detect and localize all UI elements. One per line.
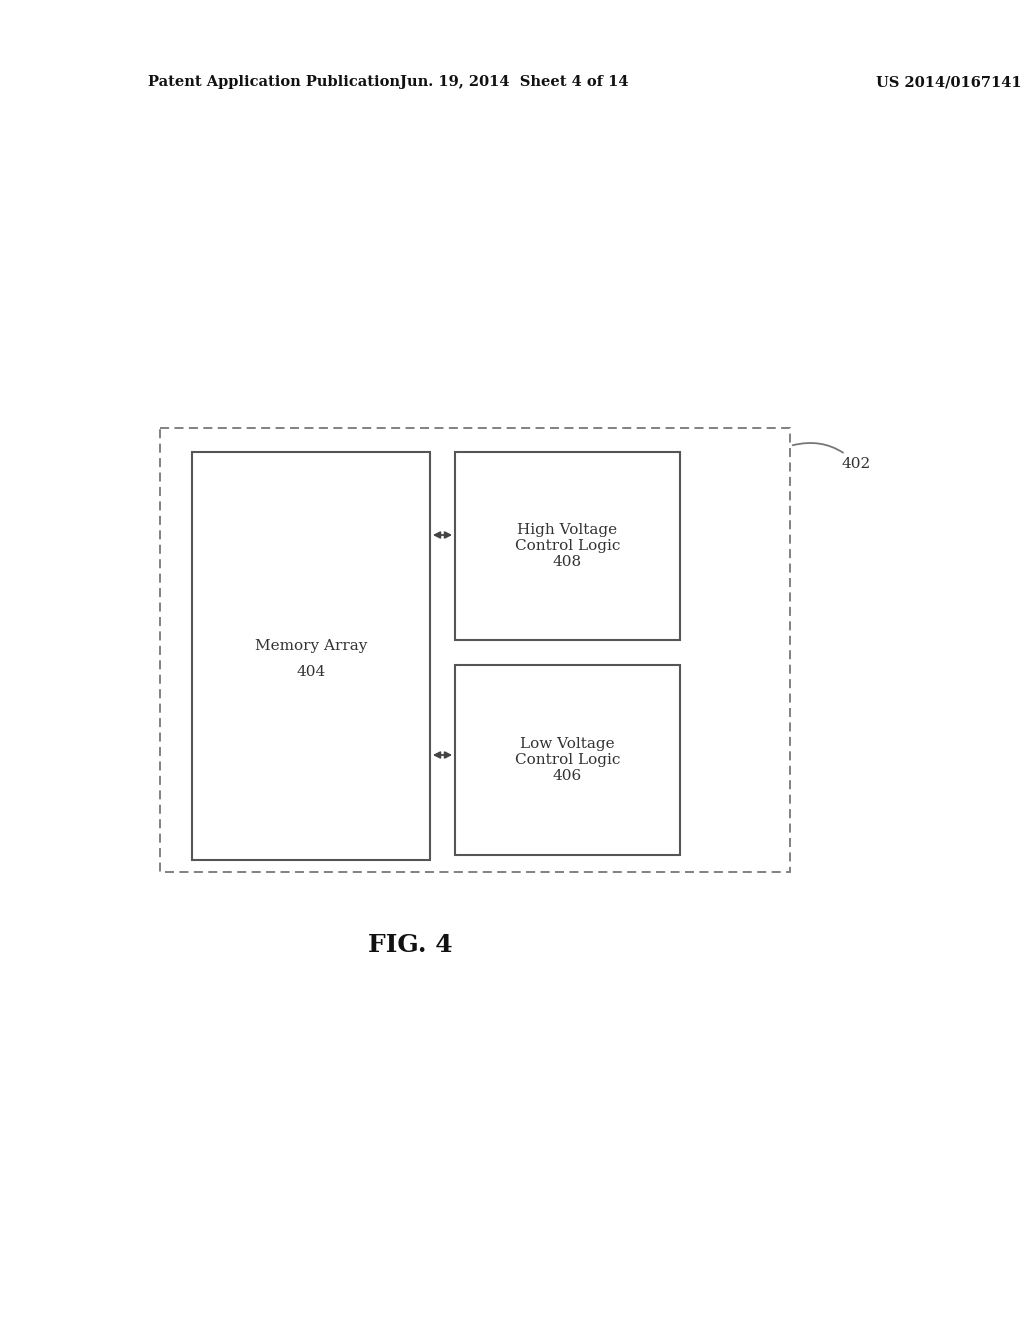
Text: 408: 408 bbox=[553, 554, 582, 569]
Bar bbox=[160, 428, 790, 873]
Text: Jun. 19, 2014  Sheet 4 of 14: Jun. 19, 2014 Sheet 4 of 14 bbox=[400, 75, 629, 88]
Text: Low Voltage: Low Voltage bbox=[520, 737, 614, 751]
Bar bbox=[193, 451, 430, 861]
Text: 406: 406 bbox=[553, 770, 582, 783]
Bar bbox=[455, 451, 680, 640]
Text: US 2014/0167141 A1: US 2014/0167141 A1 bbox=[876, 75, 1024, 88]
Bar bbox=[455, 665, 680, 855]
Text: FIG. 4: FIG. 4 bbox=[368, 933, 453, 957]
Text: Memory Array: Memory Array bbox=[255, 639, 368, 653]
Text: Control Logic: Control Logic bbox=[515, 539, 621, 553]
Text: High Voltage: High Voltage bbox=[517, 523, 617, 537]
Text: 402: 402 bbox=[793, 444, 871, 471]
Text: 404: 404 bbox=[296, 665, 326, 678]
Text: Patent Application Publication: Patent Application Publication bbox=[148, 75, 400, 88]
Text: Control Logic: Control Logic bbox=[515, 752, 621, 767]
